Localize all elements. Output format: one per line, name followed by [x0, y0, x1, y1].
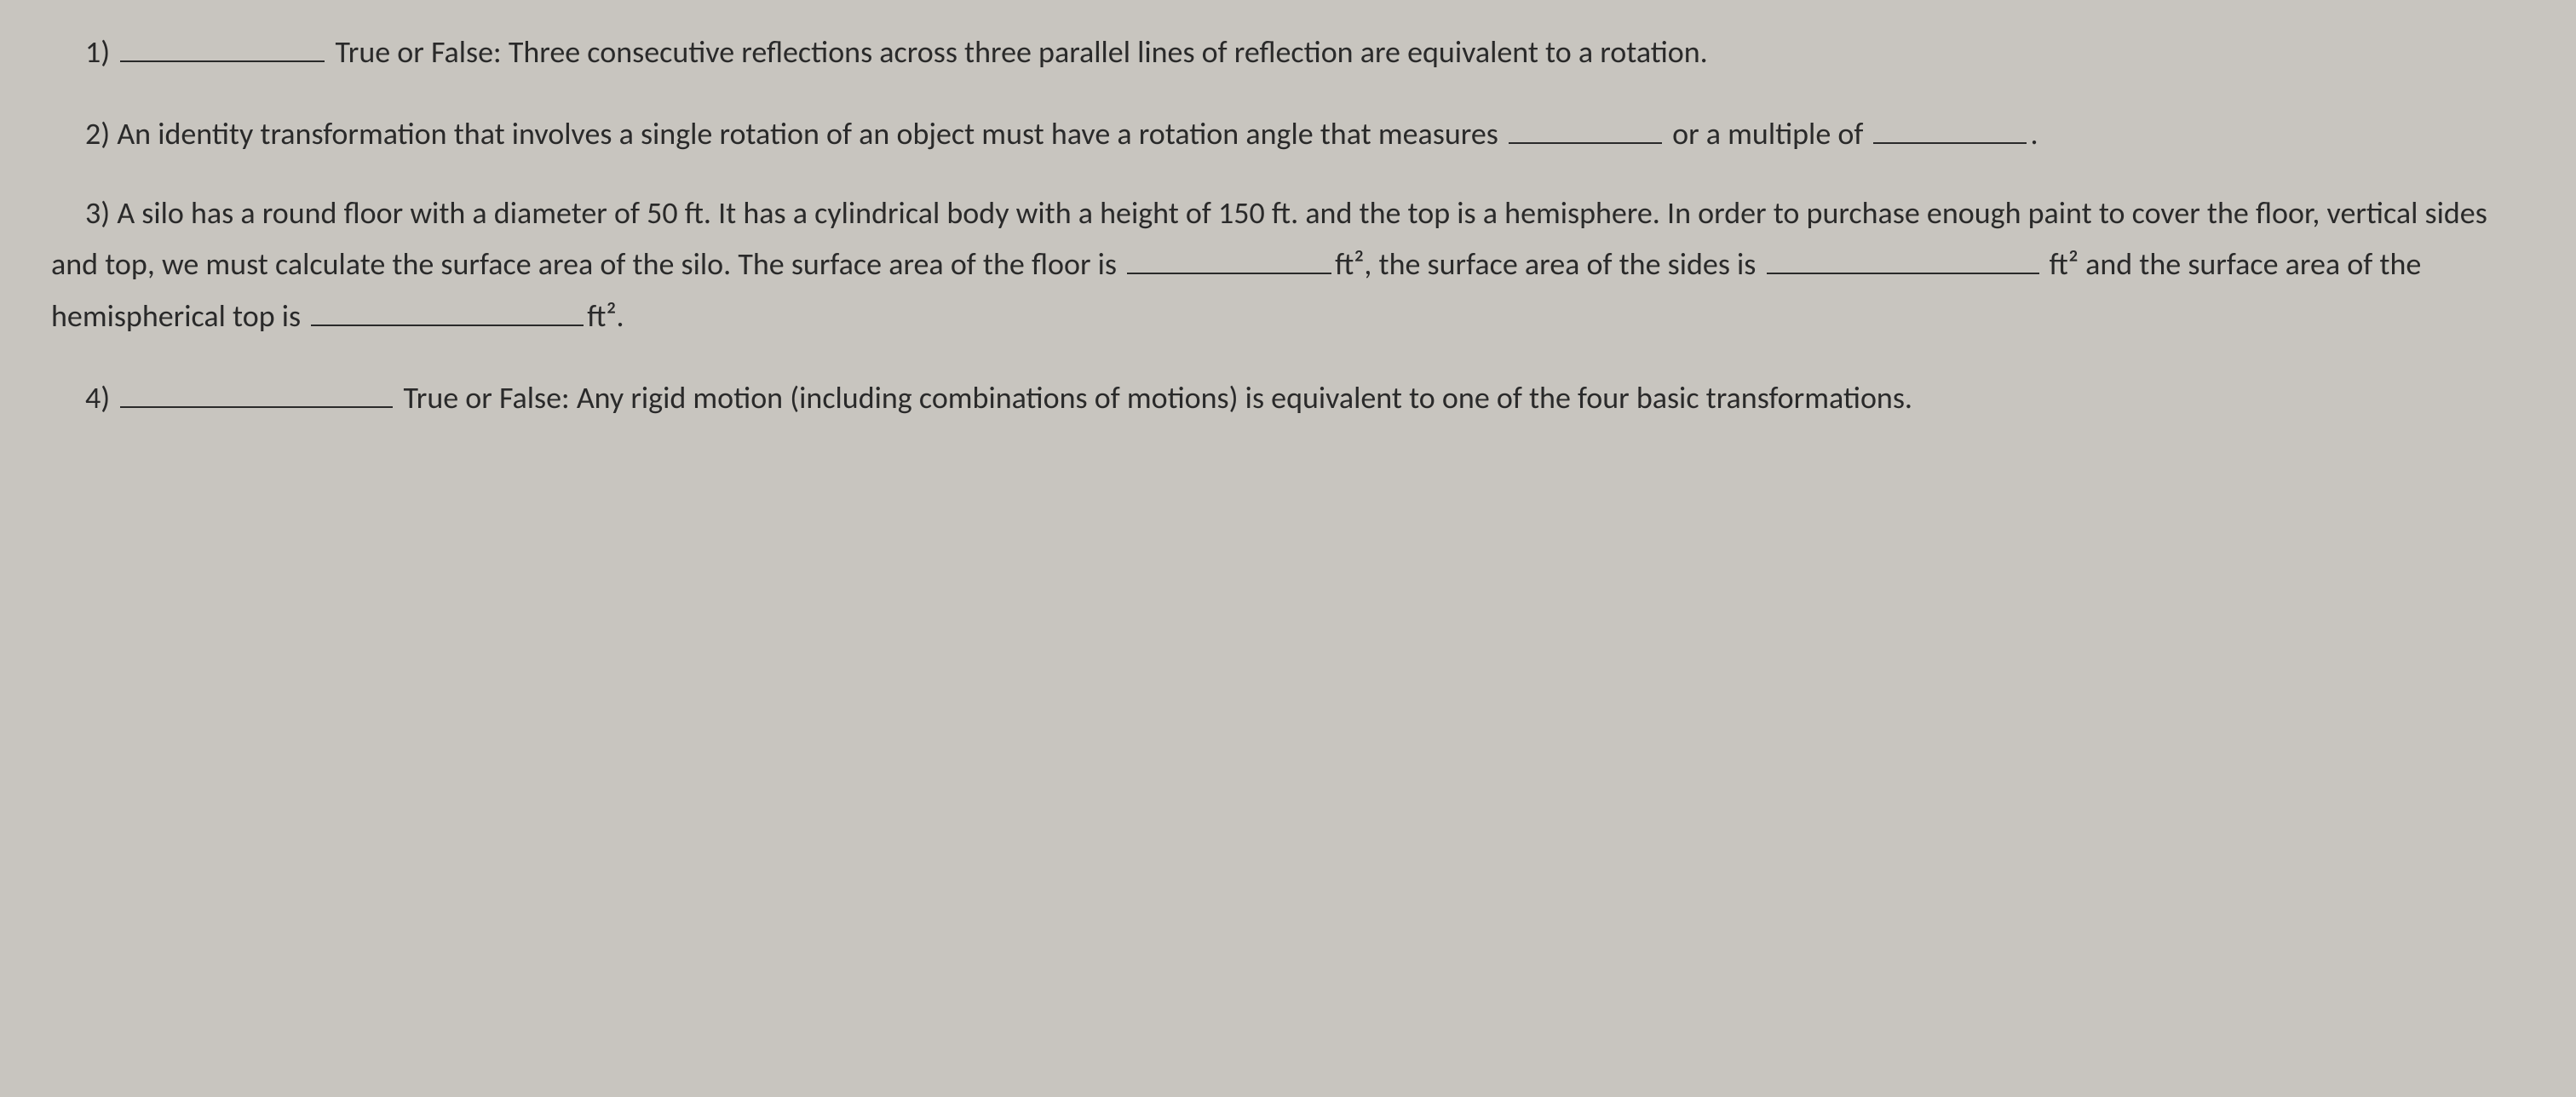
answer-blank-2b[interactable]	[1873, 107, 2027, 144]
question-2: 2) An identity transformation that invol…	[51, 107, 2525, 159]
question-2-text-part3: .	[2030, 115, 2038, 152]
answer-blank-3a[interactable]	[1127, 238, 1331, 274]
question-1-prefix: True or False:	[335, 33, 501, 71]
question-3: 3) A silo has a round floor with a diame…	[51, 189, 2525, 342]
answer-blank-3c[interactable]	[311, 290, 584, 326]
question-3-unit1: ft²,	[1335, 245, 1371, 283]
question-number-1: 1)	[85, 33, 110, 71]
question-3-unit3: ft².	[587, 297, 624, 335]
question-2-text-part2: or a multiple of	[1672, 115, 1863, 152]
answer-blank-2a[interactable]	[1509, 107, 1662, 144]
answer-blank-3b[interactable]	[1767, 238, 2039, 274]
question-4-prefix: True or False:	[403, 379, 569, 416]
answer-blank-1[interactable]	[120, 26, 325, 62]
question-3-text-part2: the surface area of the sides is	[1379, 245, 1757, 283]
question-number-2: 2)	[85, 115, 110, 152]
question-4: 4) True or False: Any rigid motion (incl…	[51, 371, 2525, 423]
question-1: 1) True or False: Three consecutive refl…	[51, 26, 2525, 78]
question-4-text: Any rigid motion (including combinations…	[577, 379, 1912, 416]
question-number-4: 4)	[85, 379, 110, 416]
question-number-3: 3)	[85, 194, 110, 232]
question-3-unit2: ft²	[2050, 245, 2079, 283]
answer-blank-4[interactable]	[120, 371, 393, 408]
question-1-text: Three consecutive reflections across thr…	[509, 33, 1708, 71]
question-2-text-part1: An identity transformation that involves…	[117, 115, 1498, 152]
